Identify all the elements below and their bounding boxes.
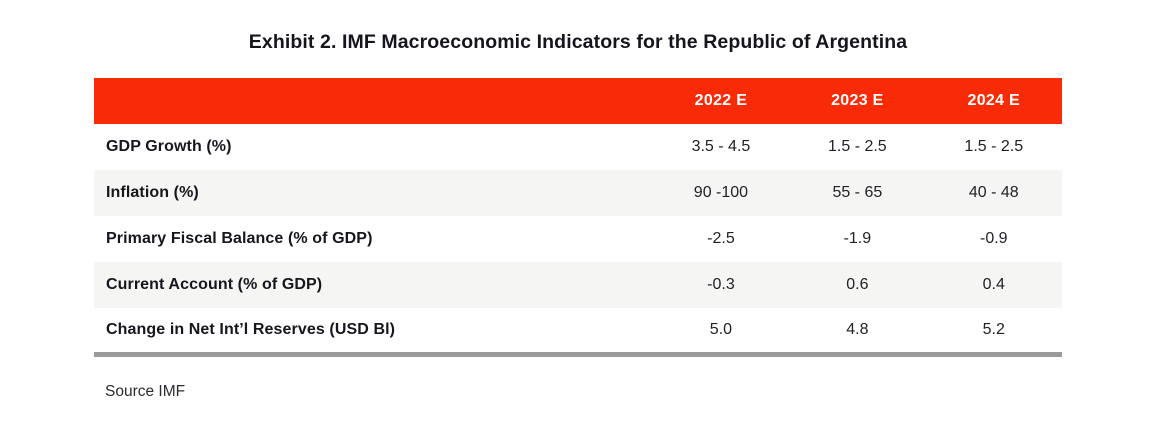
source-note: Source IMF — [105, 383, 186, 400]
cell-value: 5.0 — [709, 320, 733, 338]
row-label: Inflation (%) — [106, 184, 199, 201]
cell-value: 3.5 - 4.5 — [691, 138, 751, 155]
column-header-2022: 2022 E — [694, 92, 748, 109]
cell-value: 4.8 — [846, 320, 869, 338]
column-header-2024: 2024 E — [967, 92, 1021, 109]
column-header-2023: 2023 E — [831, 92, 884, 109]
cell-value: 1.5 - 2.5 — [828, 138, 887, 155]
indicators-table: 2022 E 2023 E 2024 E GDP Growth (%) 3.5 … — [94, 78, 1062, 357]
table-row: Current Account (% of GDP) -0.3 0.6 0.4 — [94, 262, 1062, 308]
cell-value: 40 - 48 — [968, 184, 1019, 201]
cell-value: 1.5 - 2.5 — [964, 138, 1024, 155]
table-row: GDP Growth (%) 3.5 - 4.5 1.5 - 2.5 1.5 -… — [94, 124, 1062, 170]
cell-value: -0.3 — [707, 276, 735, 293]
cell-value: -2.5 — [707, 230, 735, 247]
cell-value: -0.9 — [979, 230, 1008, 247]
cell-value: 55 - 65 — [832, 184, 883, 201]
page-title: Exhibit 2. IMF Macroeconomic Indicators … — [248, 31, 908, 53]
row-label: Primary Fiscal Balance (% of GDP) — [106, 230, 373, 247]
row-label: Change in Net Int’l Reserves (USD Bl) — [106, 320, 396, 338]
table-row: Change in Net Int’l Reserves (USD Bl) 5.… — [94, 308, 1062, 354]
header-row: 2022 E 2023 E 2024 E — [94, 78, 1062, 124]
cell-value: 5.2 — [982, 320, 1005, 338]
column-header-blank — [94, 78, 653, 124]
table-row: Inflation (%) 90 -100 55 - 65 40 - 48 — [94, 170, 1062, 216]
cell-value: 90 -100 — [693, 184, 749, 201]
cell-value: 0.4 — [982, 276, 1005, 293]
row-label: Current Account (% of GDP) — [106, 276, 323, 293]
row-label: GDP Growth (%) — [106, 138, 232, 155]
table-row: Primary Fiscal Balance (% of GDP) -2.5 -… — [94, 216, 1062, 262]
cell-value: -1.9 — [843, 230, 872, 247]
cell-value: 0.6 — [846, 276, 869, 293]
